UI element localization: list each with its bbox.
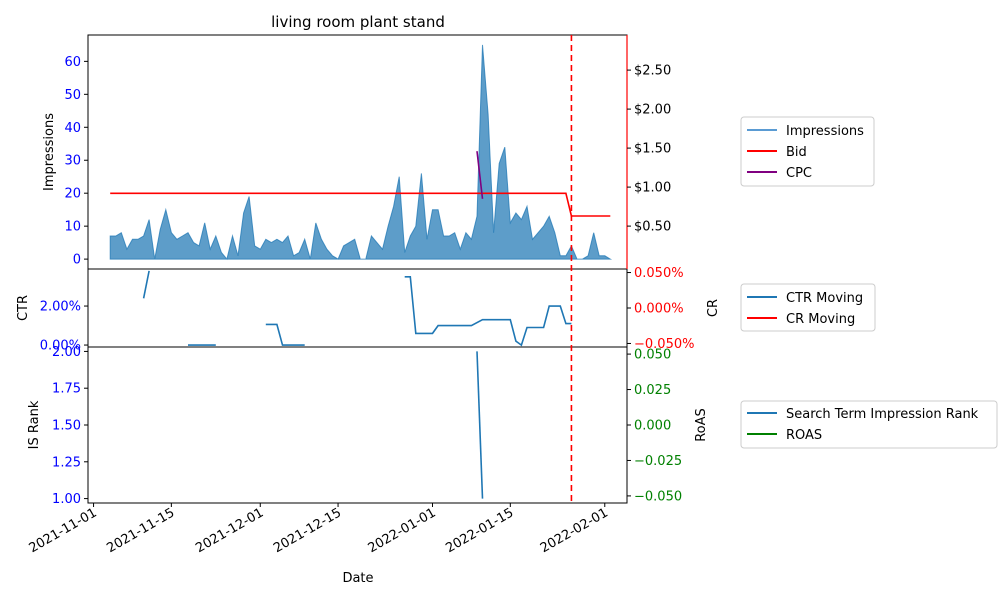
is-rank-y-tick-label: 1.00	[52, 492, 81, 507]
impressions-y-tick-label: 50	[64, 88, 81, 103]
impressions-area	[109, 44, 613, 261]
is-rank-y-tick-label: 1.50	[52, 419, 81, 434]
x-tick-label: 2021-11-15	[104, 505, 177, 556]
price-y-tick-label: $0.50	[634, 220, 671, 235]
ctr-y-tick-label: 2.00%	[40, 300, 81, 315]
legend-label-impressions: Impressions	[786, 124, 864, 139]
roas-y-tick-label: 0.050	[634, 348, 671, 363]
legend-label-bid: Bid	[786, 145, 807, 160]
roas-y-tick-label: 0.000	[634, 419, 671, 434]
legend-label-ctr-moving: CTR Moving	[786, 291, 863, 306]
bid-line	[110, 192, 611, 217]
cr-y-tick-label: −0.050%	[634, 337, 694, 352]
cr-y-tick-label: 0.050%	[634, 266, 684, 281]
legend-label-roas: ROAS	[786, 428, 822, 443]
impressions-y-tick-label: 60	[64, 55, 81, 70]
impressions-y-tick-label: 40	[64, 121, 81, 136]
roas-y-tick-label: 0.025	[634, 383, 671, 398]
impressions-y-tick-label: 30	[64, 154, 81, 169]
legend-ctr-panel: CTR Moving CR Moving	[740, 283, 876, 332]
legend-box	[740, 283, 876, 332]
x-axis-label: Date	[342, 571, 373, 586]
ctr-axis-label: CTR	[16, 295, 31, 321]
is-rank-y-tick-label: 1.75	[52, 382, 81, 397]
cr-axis-label: CR	[706, 299, 721, 317]
legend-rank-panel: Search Term Impression Rank ROAS	[740, 400, 998, 449]
legend-label-cpc: CPC	[786, 166, 812, 181]
roas-axis-label: RoAS	[694, 408, 709, 442]
price-y-tick-label: $1.50	[634, 142, 671, 157]
roas-y-tick-label: −0.025	[634, 454, 682, 469]
impressions-y-tick-label: 0	[73, 253, 81, 268]
x-tick-label: 2021-12-15	[271, 505, 344, 556]
is-rank-axis-label: IS Rank	[27, 400, 42, 449]
roas-y-tick-label: −0.050	[634, 489, 682, 504]
rank-panel-frame	[87, 346, 628, 504]
price-y-tick-label: $1.00	[634, 181, 671, 196]
impressions-y-tick-label: 20	[64, 187, 81, 202]
impressions-axis-label: Impressions	[42, 113, 57, 191]
ctr-moving-line	[265, 323, 305, 346]
legend-label-search-term-impression-rank: Search Term Impression Rank	[786, 407, 979, 422]
ctr-panel-frame	[87, 268, 628, 348]
chart-title: living room plant stand	[271, 13, 445, 31]
is-rank-y-tick-label: 1.25	[52, 455, 81, 470]
ctr-moving-line	[142, 270, 150, 299]
x-tick-label: 2022-01-01	[366, 505, 439, 556]
cr-y-tick-label: 0.000%	[634, 302, 684, 317]
legend-box	[740, 400, 998, 449]
legend-label-cr-moving: CR Moving	[786, 312, 855, 327]
x-tick-label: 2022-02-01	[538, 505, 611, 556]
legend-box	[740, 116, 875, 187]
is-rank-y-tick-label: 2.00	[52, 345, 81, 360]
price-y-tick-label: $2.50	[634, 64, 671, 79]
impressions-y-tick-label: 10	[64, 220, 81, 235]
price-y-tick-label: $2.00	[634, 103, 671, 118]
ctr-moving-line	[404, 275, 572, 347]
x-tick-label: 2021-12-01	[193, 505, 266, 556]
tick-layer: 0 10 20 30 40 50 60 $0.50 $1.00 $1.50 $2.00 $2.50 0.…	[27, 55, 695, 556]
cpc-line	[476, 151, 484, 199]
plot-layer	[109, 35, 628, 503]
ctr-y-tick-label: 0.00%	[40, 339, 81, 354]
search-term-impression-rank-line	[476, 351, 484, 499]
x-tick-label: 2022-01-15	[443, 505, 516, 556]
legend-impressions-panel: Impressions Bid CPC	[740, 116, 875, 187]
x-tick-label: 2021-11-01	[27, 505, 100, 556]
